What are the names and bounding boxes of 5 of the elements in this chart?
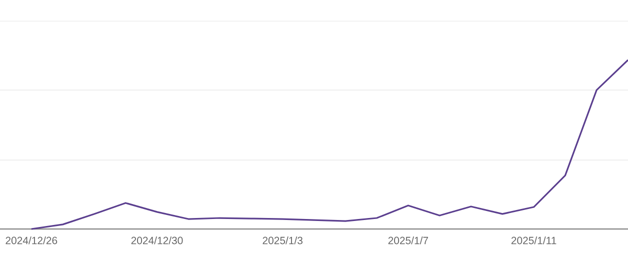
x-tick-label: 2024/12/26 bbox=[6, 236, 58, 244]
x-tick-label: 2025/1/7 bbox=[388, 236, 428, 244]
x-tick-label: 2024/12/30 bbox=[131, 236, 183, 244]
x-tick-label: 2025/1/11 bbox=[511, 236, 556, 244]
x-tick-label: 2025/1/3 bbox=[262, 236, 302, 244]
